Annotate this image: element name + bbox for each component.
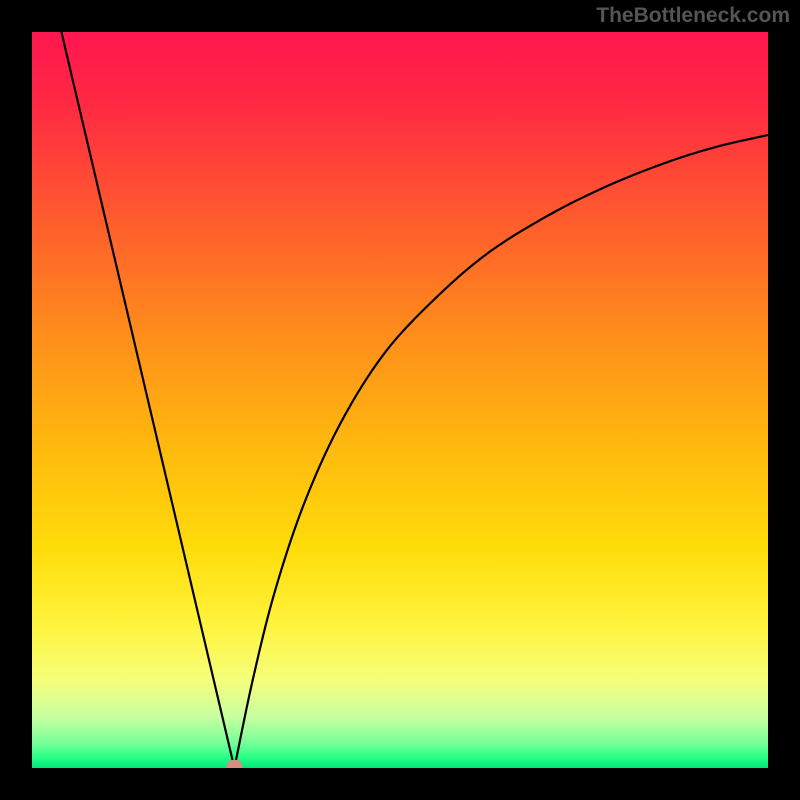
- watermark-text: TheBottleneck.com: [596, 4, 790, 28]
- plot-area: [32, 32, 768, 768]
- gradient-background: [32, 32, 768, 768]
- plot-svg: [32, 32, 768, 768]
- chart-frame: TheBottleneck.com: [0, 0, 800, 800]
